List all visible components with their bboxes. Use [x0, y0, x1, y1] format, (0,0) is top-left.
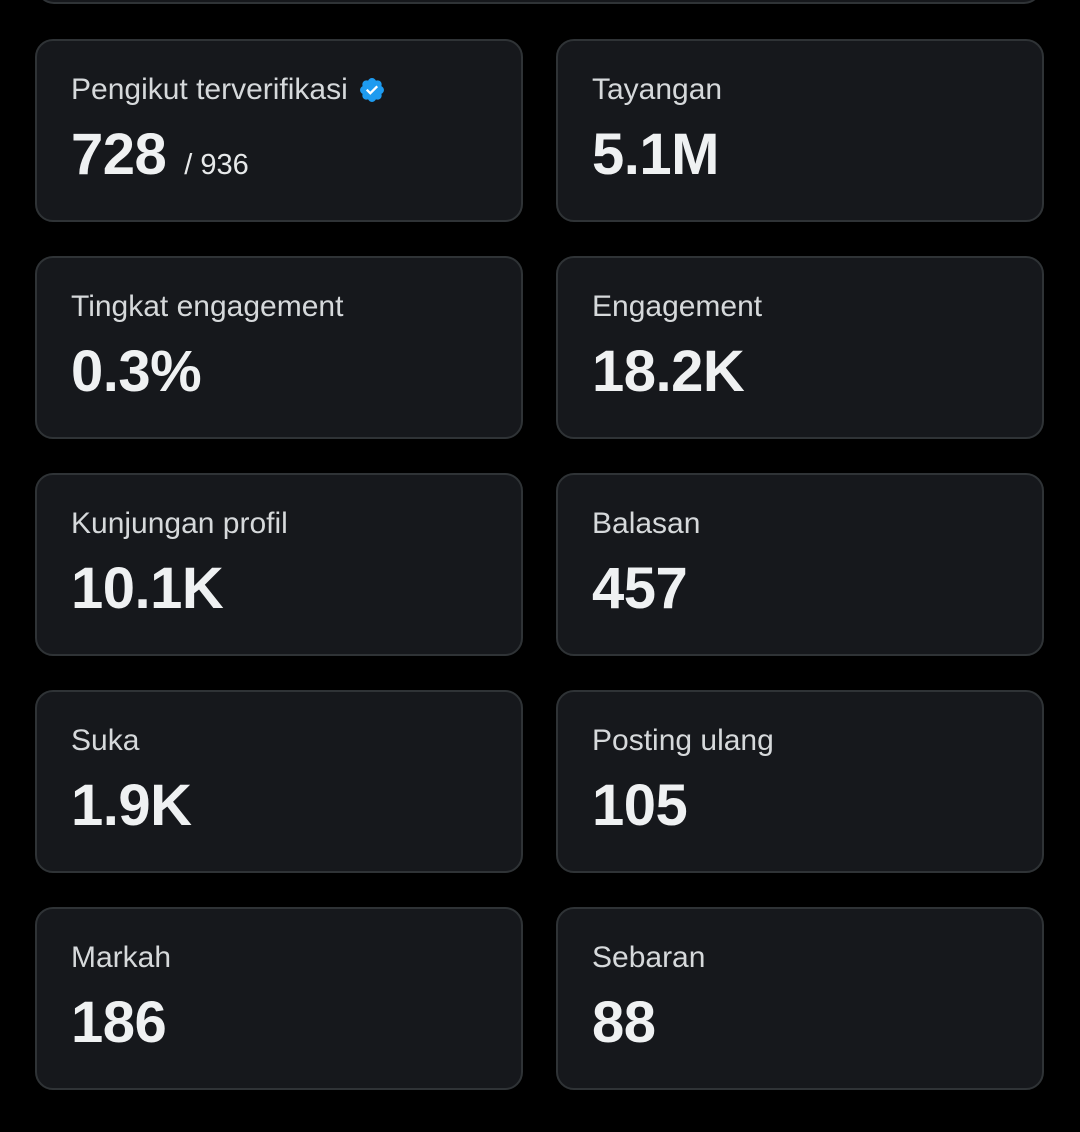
stat-value: 88 — [592, 990, 656, 1055]
stat-label: Kunjungan profil — [71, 507, 288, 540]
stat-label: Pengikut terverifikasi — [71, 73, 348, 106]
stat-value-row: 5.1M — [592, 123, 1008, 187]
stat-value: 105 — [592, 773, 688, 838]
stat-card-profile-visits[interactable]: Kunjungan profil 10.1K — [35, 473, 523, 656]
stats-grid: Pengikut terverifikasi 728 / 936 Tayanga… — [35, 39, 1045, 1090]
stat-card-verified-followers[interactable]: Pengikut terverifikasi 728 / 936 — [35, 39, 523, 222]
stat-value: 457 — [592, 556, 688, 621]
stat-label: Posting ulang — [592, 724, 774, 757]
stat-value-row: 88 — [592, 991, 1008, 1055]
verified-badge-icon — [358, 76, 386, 104]
stat-value-row: 457 — [592, 557, 1008, 621]
stat-value-row: 0.3% — [71, 340, 487, 404]
previous-card-edge — [36, 0, 1042, 4]
stat-value: 1.9K — [71, 773, 192, 838]
stat-label: Tingkat engagement — [71, 290, 344, 323]
stat-label-row: Pengikut terverifikasi — [71, 71, 487, 109]
stat-card-replies[interactable]: Balasan 457 — [556, 473, 1044, 656]
stat-card-impressions[interactable]: Tayangan 5.1M — [556, 39, 1044, 222]
stat-value: 0.3% — [71, 339, 202, 404]
stat-value-row: 728 / 936 — [71, 123, 487, 187]
stat-value: 186 — [71, 990, 167, 1055]
stat-value: 5.1M — [592, 122, 719, 187]
stat-label: Tayangan — [592, 73, 723, 106]
stat-label: Markah — [71, 941, 172, 974]
stat-label: Balasan — [592, 507, 701, 540]
stat-card-engagements[interactable]: Engagement 18.2K — [556, 256, 1044, 439]
stat-card-engagement-rate[interactable]: Tingkat engagement 0.3% — [35, 256, 523, 439]
stat-value: 18.2K — [592, 339, 745, 404]
stat-value-row: 1.9K — [71, 774, 487, 838]
stat-value-row: 105 — [592, 774, 1008, 838]
stat-card-likes[interactable]: Suka 1.9K — [35, 690, 523, 873]
stat-total: / 936 — [184, 149, 249, 181]
stat-card-bookmarks[interactable]: Markah 186 — [35, 907, 523, 1090]
stat-value-row: 186 — [71, 991, 487, 1055]
stat-value-row: 10.1K — [71, 557, 487, 621]
stat-value: 10.1K — [71, 556, 224, 621]
stat-label: Sebaran — [592, 941, 706, 974]
stat-card-reposts[interactable]: Posting ulang 105 — [556, 690, 1044, 873]
stat-value-row: 18.2K — [592, 340, 1008, 404]
stat-card-shares[interactable]: Sebaran 88 — [556, 907, 1044, 1090]
stat-label: Suka — [71, 724, 140, 757]
stat-label: Engagement — [592, 290, 763, 323]
stat-value: 728 — [71, 122, 167, 187]
